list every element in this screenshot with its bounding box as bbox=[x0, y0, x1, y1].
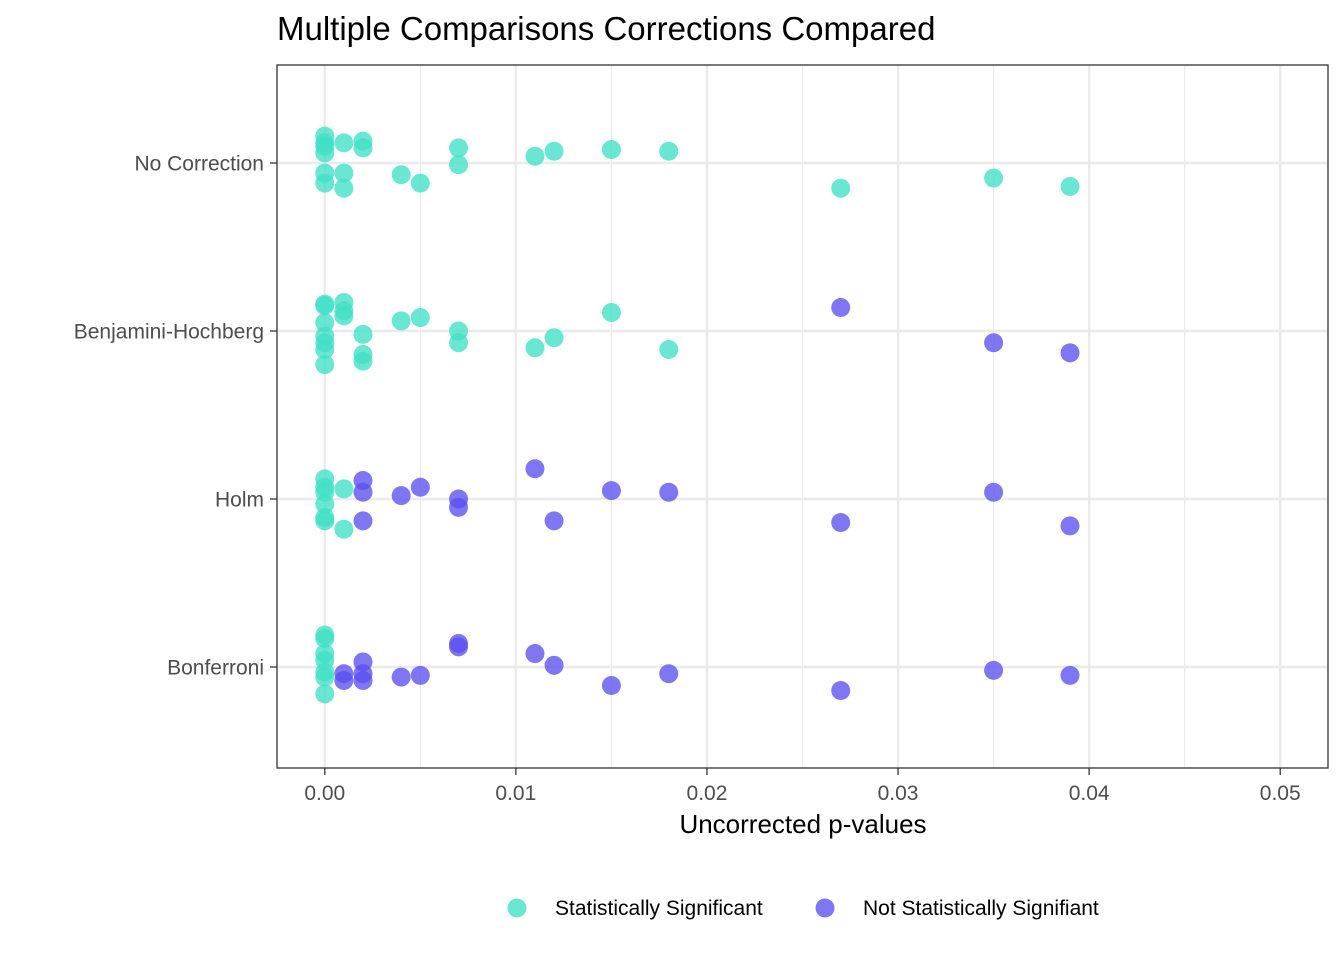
data-point bbox=[601, 303, 621, 323]
panel-border bbox=[276, 64, 1329, 769]
data-point bbox=[659, 339, 679, 359]
data-point bbox=[449, 333, 469, 353]
data-point bbox=[601, 140, 621, 160]
data-point bbox=[449, 138, 469, 158]
x-tick-label: 0.04 bbox=[1069, 782, 1110, 805]
y-tick-label: No Correction bbox=[134, 153, 264, 176]
data-point bbox=[449, 155, 469, 175]
data-point bbox=[831, 513, 851, 533]
data-point bbox=[1060, 343, 1080, 363]
legend-label-sig: Statistically Significant bbox=[555, 897, 763, 920]
data-point bbox=[315, 355, 335, 375]
data-point bbox=[410, 173, 430, 193]
data-point bbox=[353, 351, 373, 371]
data-point bbox=[525, 644, 545, 664]
data-point bbox=[391, 311, 411, 331]
legend-label-notsig: Not Statistically Signifiant bbox=[863, 897, 1099, 920]
data-point bbox=[1060, 177, 1080, 197]
data-point bbox=[353, 670, 373, 690]
data-point bbox=[315, 313, 335, 333]
data-point bbox=[353, 482, 373, 502]
data-point bbox=[544, 655, 564, 675]
data-point bbox=[525, 146, 545, 166]
data-point bbox=[391, 486, 411, 506]
x-tick-label: 0.02 bbox=[687, 782, 728, 805]
x-axis-title: Uncorrected p-values bbox=[679, 809, 926, 839]
data-point bbox=[544, 141, 564, 161]
data-point bbox=[659, 482, 679, 502]
data-point bbox=[984, 168, 1004, 188]
data-point bbox=[449, 497, 469, 517]
data-point bbox=[391, 667, 411, 687]
data-point bbox=[410, 665, 430, 685]
legend: Statistically Significant Not Statistical… bbox=[507, 897, 1099, 920]
data-point bbox=[334, 163, 354, 183]
x-tick-label: 0.05 bbox=[1260, 782, 1301, 805]
y-tick-label: Holm bbox=[215, 489, 264, 512]
data-point bbox=[544, 328, 564, 348]
data-point bbox=[315, 684, 335, 704]
y-tick-label: Bonferroni bbox=[167, 657, 264, 680]
data-point bbox=[1060, 665, 1080, 685]
chart-title: Multiple Comparisons Corrections Compare… bbox=[277, 10, 935, 47]
data-point bbox=[315, 143, 335, 163]
data-point bbox=[315, 667, 335, 687]
data-point bbox=[525, 338, 545, 358]
data-point bbox=[334, 479, 354, 499]
data-point bbox=[315, 173, 335, 193]
data-point bbox=[984, 333, 1004, 353]
data-point bbox=[984, 660, 1004, 680]
data-point bbox=[315, 339, 335, 359]
data-point bbox=[334, 519, 354, 539]
x-tick-label: 0.00 bbox=[304, 782, 345, 805]
data-point bbox=[315, 511, 335, 531]
y-tick-label: Benjamini-Hochberg bbox=[74, 321, 264, 344]
data-point bbox=[315, 296, 335, 316]
data-point bbox=[334, 306, 354, 326]
data-point bbox=[410, 308, 430, 328]
data-point bbox=[984, 482, 1004, 502]
data-point bbox=[315, 494, 335, 514]
data-point bbox=[601, 481, 621, 501]
x-tick-label: 0.01 bbox=[495, 782, 536, 805]
data-point bbox=[831, 297, 851, 317]
data-point bbox=[353, 138, 373, 158]
legend-key-notsig bbox=[815, 898, 835, 918]
data-point bbox=[525, 459, 545, 479]
data-point bbox=[353, 511, 373, 531]
plot-area: 0.00 0.01 0.02 0.03 0.04 0.05 No Correction Ben… bbox=[74, 64, 1329, 805]
data-point bbox=[334, 133, 354, 153]
data-point bbox=[334, 178, 354, 198]
data-point bbox=[391, 165, 411, 185]
x-tick-label: 0.03 bbox=[878, 782, 919, 805]
data-point bbox=[1060, 516, 1080, 536]
data-point bbox=[544, 511, 564, 531]
data-point bbox=[449, 637, 469, 657]
data-point bbox=[831, 178, 851, 198]
data-point bbox=[410, 477, 430, 497]
data-point bbox=[334, 670, 354, 690]
data-point bbox=[831, 681, 851, 701]
legend-key-sig bbox=[507, 898, 527, 918]
data-point bbox=[315, 628, 335, 648]
data-point bbox=[659, 664, 679, 684]
data-point bbox=[601, 675, 621, 695]
data-point bbox=[353, 324, 373, 344]
data-point bbox=[659, 141, 679, 161]
